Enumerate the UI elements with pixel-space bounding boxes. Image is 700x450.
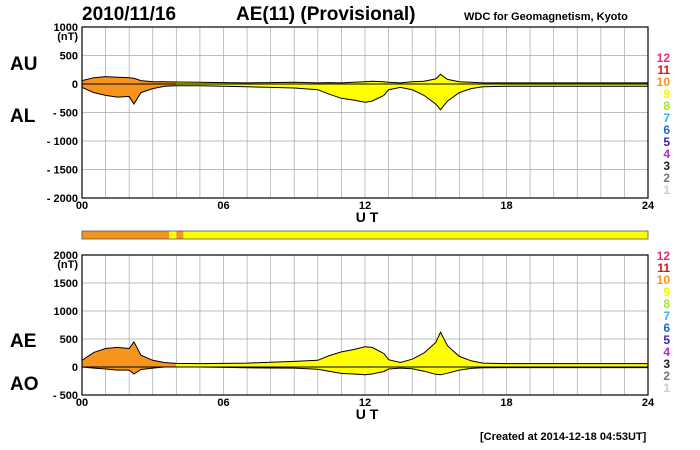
x-axis-label: U T — [356, 406, 379, 422]
legend-entry: 6 — [663, 321, 670, 335]
x-tick-label: 24 — [642, 397, 655, 409]
y-tick-label: - 500 — [53, 108, 78, 120]
x-axis-label: U T — [356, 209, 379, 225]
legend-entry: 2 — [663, 171, 670, 185]
y-tick-label: 1000 — [54, 306, 78, 318]
station-bar-segment — [82, 231, 170, 239]
y-axis-label: (nT) — [57, 31, 78, 43]
legend-entry: 12 — [657, 51, 671, 65]
legend-entry: 8 — [663, 297, 670, 311]
legend-entry: 9 — [663, 285, 670, 299]
legend-entry: 6 — [663, 123, 670, 137]
x-tick-label: 18 — [500, 397, 512, 409]
series-label-upper: AE — [10, 331, 36, 352]
au-al-panel: 1000 500 0 - 500 - 1000 - 1500 - 2000 (nT) 00 06 1… — [10, 22, 655, 225]
ae-ao-panel: 2000 1500 1000 500 0 - 500 (nT) 00 06 12 18 24 U T AE… — [10, 250, 655, 422]
series-label-lower: AL — [10, 106, 36, 127]
grid-lines — [82, 27, 648, 198]
legend-entry: 8 — [663, 99, 670, 113]
y-tick-label: 1000 — [54, 22, 78, 34]
legend-entry: 2 — [663, 369, 670, 383]
legend-entry: 4 — [663, 147, 670, 161]
area-fill-late — [176, 332, 649, 375]
station-bar-segment — [169, 231, 177, 239]
y-tick-label: - 2000 — [47, 193, 78, 205]
y-tick-label: 500 — [60, 51, 78, 63]
station-bar-frame — [81, 230, 649, 240]
series-line-upper — [81, 331, 648, 365]
legend-entry: 11 — [657, 63, 670, 77]
legend-entry: 4 — [663, 345, 670, 359]
legend-entry: 9 — [663, 87, 670, 101]
y-tick-label: 0 — [72, 79, 78, 91]
y-tick-label: - 1500 — [47, 165, 78, 177]
series-line-lower — [81, 366, 648, 376]
y-tick-label: - 500 — [53, 390, 78, 402]
y-axis-label: (nT) — [57, 259, 78, 271]
legend-entry: 11 — [657, 261, 670, 275]
plot-frame — [81, 254, 649, 396]
legend-entry: 10 — [657, 75, 671, 89]
legend-entry: 3 — [663, 357, 670, 371]
x-tick-label: 12 — [359, 200, 371, 212]
y-tick-label: 500 — [60, 334, 78, 346]
y-tick-label: - 1000 — [47, 136, 78, 148]
legend-entry: 5 — [663, 333, 670, 347]
series-label-lower: AO — [10, 374, 39, 395]
legend-entry: 10 — [657, 273, 671, 287]
y-tick-label: 0 — [72, 362, 78, 374]
legend-entry: 3 — [663, 159, 670, 173]
x-tick-label: 06 — [217, 397, 229, 409]
area-fill-early — [82, 341, 177, 374]
legend-entry: 1 — [663, 183, 670, 197]
legend-entry: 1 — [663, 381, 670, 395]
index-title: AE(11) (Provisional) — [236, 4, 416, 25]
x-tick-label: 06 — [217, 200, 229, 212]
area-fill-early — [82, 76, 177, 104]
legend-entry: 12 — [657, 249, 671, 263]
legend-entry: 7 — [663, 111, 670, 125]
series-line-upper — [81, 73, 648, 84]
source-label: WDC for Geomagnetism, Kyoto — [464, 11, 628, 23]
x-tick-label: 18 — [500, 200, 512, 212]
station-count-bar — [81, 230, 649, 240]
created-timestamp: [Created at 2014-12-18 04:53UT] — [480, 431, 647, 443]
x-tick-label: 00 — [76, 397, 88, 409]
series-line-lower — [81, 85, 648, 111]
x-tick-label: 00 — [76, 200, 88, 212]
plot-frame — [81, 26, 649, 199]
y-tick-label: 1500 — [54, 278, 78, 290]
station-bar-segment — [176, 231, 184, 239]
legend-entry: 5 — [663, 135, 670, 149]
station-bar-segment — [183, 231, 649, 239]
x-tick-label: 24 — [642, 200, 655, 212]
date-title: 2010/11/16 — [82, 4, 177, 25]
legend-entry: 7 — [663, 309, 670, 323]
x-tick-label: 12 — [359, 397, 371, 409]
y-tick-label: 2000 — [54, 250, 78, 262]
series-label-upper: AU — [10, 54, 37, 75]
